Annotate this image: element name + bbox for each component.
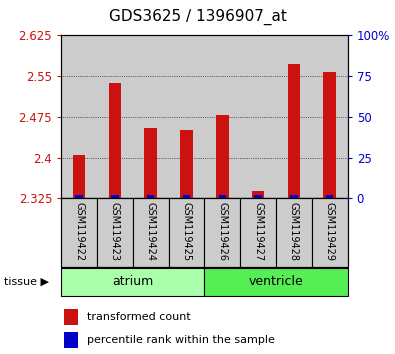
Text: percentile rank within the sample: percentile rank within the sample [87, 335, 275, 345]
Bar [111, 195, 118, 198]
Bar [147, 195, 154, 198]
Bar [324, 72, 336, 198]
Bar [109, 83, 121, 198]
Bar [61, 198, 97, 267]
Text: GSM119424: GSM119424 [146, 202, 156, 261]
Bar [64, 332, 78, 348]
Bar [254, 195, 262, 198]
Bar [276, 35, 312, 198]
Bar [75, 195, 83, 198]
Bar [73, 155, 85, 198]
Bar [205, 198, 240, 267]
Bar [252, 191, 264, 198]
Bar [240, 35, 276, 198]
Text: GDS3625 / 1396907_at: GDS3625 / 1396907_at [109, 9, 286, 25]
Text: ventricle: ventricle [248, 275, 303, 288]
Text: GSM119429: GSM119429 [325, 202, 335, 261]
Bar [180, 130, 193, 198]
Bar [97, 198, 133, 267]
Text: GSM119422: GSM119422 [74, 202, 84, 261]
Bar [145, 128, 157, 198]
Bar [97, 35, 133, 198]
Bar [240, 198, 276, 267]
Bar [133, 198, 169, 267]
Bar [276, 198, 312, 267]
Bar [205, 35, 240, 198]
Text: GSM119425: GSM119425 [182, 202, 192, 261]
Bar [288, 64, 300, 198]
Bar [218, 195, 226, 198]
Text: atrium: atrium [112, 275, 153, 288]
Bar [61, 268, 205, 296]
Bar [312, 35, 348, 198]
Text: tissue ▶: tissue ▶ [4, 277, 49, 287]
Text: GSM119423: GSM119423 [110, 202, 120, 261]
Text: transformed count: transformed count [87, 312, 191, 322]
Bar [61, 35, 97, 198]
Bar [290, 195, 298, 198]
Bar [216, 115, 229, 198]
Text: GSM119426: GSM119426 [217, 202, 227, 261]
Bar [169, 198, 205, 267]
Text: GSM119427: GSM119427 [253, 202, 263, 261]
Bar [64, 309, 78, 325]
Bar [312, 198, 348, 267]
Bar [326, 195, 333, 198]
Text: GSM119428: GSM119428 [289, 202, 299, 261]
Bar [133, 35, 169, 198]
Bar [205, 268, 348, 296]
Bar [169, 35, 205, 198]
Bar [183, 195, 190, 198]
